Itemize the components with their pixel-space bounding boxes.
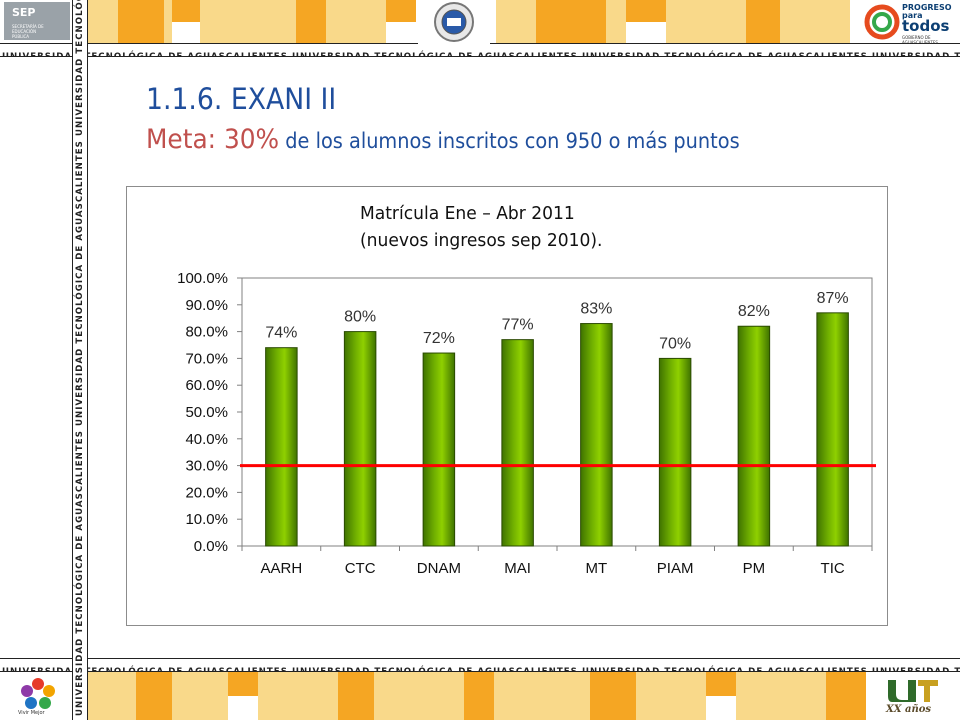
band-block (172, 0, 200, 22)
value-label-piam: 70% (659, 335, 691, 352)
left-margin (0, 58, 72, 658)
band-block (386, 0, 416, 22)
bar-aarh (265, 347, 298, 547)
band-block (88, 0, 118, 44)
footer-strip: UNIVERSIDAD TECNOLÓGICA DE AGUASCALIENTE… (0, 658, 960, 672)
band-block (164, 0, 172, 44)
vivir-mejor-logo: Vivir Mejor (8, 674, 68, 718)
x-tick-label-mt: MT (586, 560, 608, 577)
progreso-logo-sub: GOBIERNO DE AGUASCALIENTES (902, 35, 938, 45)
sep-logo-subtext: SECRETARÍA DE EDUCACIÓN PÚBLICA (12, 24, 44, 39)
x-tick-label-ctc: CTC (345, 560, 376, 577)
x-tick-label-piam: PIAM (657, 560, 694, 577)
vertical-strip: UNIVERSIDAD TECNOLÓGICA DE AGUASCALIENTE… (72, 0, 88, 720)
y-tick-label: 0.0% (194, 538, 228, 555)
footer-strip-text: UNIVERSIDAD TECNOLÓGICA DE AGUASCALIENTE… (2, 667, 960, 672)
band-block (666, 0, 746, 44)
band-block (118, 0, 164, 44)
y-tick-label: 40.0% (185, 431, 228, 448)
xx-anos-logo: XX años (870, 674, 956, 718)
band-block (636, 672, 706, 720)
band-block (606, 0, 626, 44)
y-tick-label: 90.0% (185, 297, 228, 314)
band-block (374, 672, 464, 720)
vertical-strip-text: UNIVERSIDAD TECNOLÓGICA DE AGUASCALIENTE… (75, 0, 85, 716)
x-tick-label-dnam: DNAM (417, 560, 461, 577)
chart-title-line1: Matrícula Ene – Abr 2011 (360, 203, 575, 224)
page-title: 1.1.6. EXANI II (146, 82, 337, 116)
band-block (326, 0, 386, 44)
band-block (172, 672, 228, 720)
goal-label: Meta: 30% (146, 124, 280, 155)
band-block (200, 0, 296, 44)
xx-anos-text: XX años (886, 704, 932, 715)
band-block (590, 672, 636, 720)
value-label-tic: 87% (817, 290, 849, 307)
band-block (136, 672, 172, 720)
y-tick-label: 20.0% (185, 484, 228, 501)
value-label-dnam: 72% (423, 330, 455, 347)
x-tick-label-mai: MAI (504, 560, 531, 577)
y-tick-label: 60.0% (185, 377, 228, 394)
band-block (494, 672, 590, 720)
sep-logo: SEP SECRETARÍA DE EDUCACIÓN PÚBLICA (4, 2, 70, 40)
bar-pm (737, 325, 771, 547)
value-label-mai: 77% (502, 317, 534, 334)
university-seal-logo (418, 0, 490, 44)
y-tick-label: 10.0% (185, 511, 228, 528)
goal-description: de los alumnos inscritos con 950 o más p… (279, 129, 740, 153)
y-tick-label: 50.0% (185, 404, 228, 421)
header-band (0, 0, 960, 44)
progreso-logo-big: todos (902, 17, 950, 35)
band-block (626, 0, 666, 22)
chart-title: Matrícula Ene – Abr 2011 (nuevos ingreso… (360, 200, 602, 254)
band-block (464, 672, 494, 720)
bar-mai (501, 339, 534, 547)
header-strip-text: UNIVERSIDAD TECNOLÓGICA DE AGUASCALIENTE… (2, 52, 960, 57)
sep-logo-text: SEP (12, 6, 36, 19)
chart-title-line2: (nuevos ingresos sep 2010). (360, 230, 603, 251)
x-tick-label-aarh: AARH (261, 560, 303, 577)
bar-piam (658, 357, 692, 547)
vivir-mejor-text: Vivir Mejor (18, 710, 45, 716)
page-subtitle: Meta: 30% de los alumnos inscritos con 9… (146, 124, 740, 155)
band-block (496, 0, 536, 44)
bar-chart: 0.0% 10.0% 20.0% 30.0% 40.0% 50.0% 60.0% 70.0% 8… (177, 270, 876, 577)
band-block (88, 672, 136, 720)
bar-mt (580, 323, 613, 547)
header-strip: UNIVERSIDAD TECNOLÓGICA DE AGUASCALIENTE… (0, 43, 960, 57)
footer-band (0, 672, 960, 720)
y-tick-label: 80.0% (185, 324, 228, 341)
y-tick-label: 30.0% (185, 458, 228, 475)
bar-ctc (343, 331, 377, 547)
band-block (826, 672, 866, 720)
band-block (228, 672, 258, 696)
x-tick-label-pm: PM (743, 560, 766, 577)
band-block (780, 0, 850, 44)
x-tick-label-tic: TIC (821, 560, 845, 577)
band-block (746, 0, 780, 44)
value-label-pm: 82% (738, 303, 770, 320)
band-block (706, 672, 736, 696)
y-tick-label: 100.0% (177, 270, 228, 287)
band-block (536, 0, 606, 44)
band-block (338, 672, 374, 720)
value-label-ctc: 80% (344, 309, 376, 326)
value-label-mt: 83% (580, 301, 612, 318)
bar-dnam (422, 352, 456, 547)
bar-tic (816, 312, 849, 547)
band-block (258, 672, 338, 720)
band-block (736, 672, 826, 720)
plot-area (241, 277, 873, 547)
progreso-logo-text: PROGRESO para (902, 3, 952, 20)
progreso-para-todos-logo: PROGRESO para todos GOBIERNO DE AGUASCAL… (862, 2, 954, 45)
value-label-aarh: 74% (265, 325, 297, 342)
band-block (296, 0, 326, 44)
y-tick-label: 70.0% (185, 350, 228, 367)
